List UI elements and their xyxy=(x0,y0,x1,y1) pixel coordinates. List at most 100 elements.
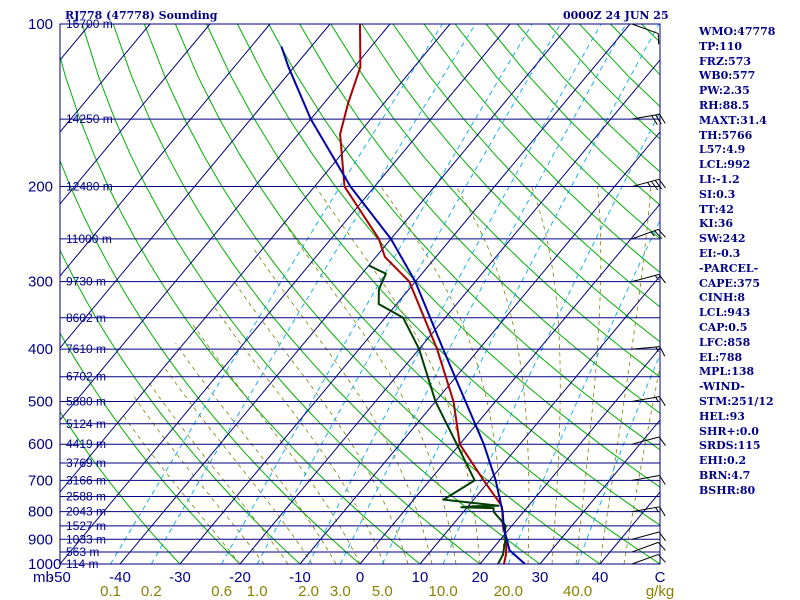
mixing-ratio-tick-label: 0.2 xyxy=(141,583,162,600)
mixing-ratio-tick-label: 3.0 xyxy=(330,583,351,600)
index-item: L57:4.9 xyxy=(699,143,746,157)
index-item: SHR+:0.0 xyxy=(699,424,759,438)
wind-barb xyxy=(631,541,666,553)
height-label: 5124 m xyxy=(66,417,106,431)
height-label: 16700 m xyxy=(66,17,113,31)
height-label: 4419 m xyxy=(66,437,106,451)
dry-adiabat xyxy=(206,24,660,526)
mixing-ratio-tick-label: 5.0 xyxy=(372,583,393,600)
index-item: CINH:8 xyxy=(699,291,746,305)
height-label: 1527 m xyxy=(66,519,106,533)
wind-barb xyxy=(631,436,666,446)
pressure-tick-label: 200 xyxy=(28,179,53,196)
sounding-time: 0000Z 24 JUN 25 xyxy=(563,9,669,22)
isotherm-lines xyxy=(0,24,660,564)
temperature-tick-label: 30 xyxy=(532,569,549,586)
height-label: 6702 m xyxy=(66,370,106,384)
isotherm-20 xyxy=(479,347,660,564)
index-item: BRN:4.7 xyxy=(699,468,751,482)
height-label: 2043 m xyxy=(66,505,106,519)
moist-adiabat xyxy=(133,396,265,564)
height-label: 1033 m xyxy=(66,532,106,546)
temperature-tick-label: -40 xyxy=(109,569,131,586)
height-label: 3166 m xyxy=(66,473,106,487)
index-item: -WIND- xyxy=(699,380,745,394)
index-item: WMO:47778 xyxy=(699,25,776,38)
temperature-tick-label: -30 xyxy=(169,569,191,586)
pressure-tick-label: 900 xyxy=(28,531,53,548)
wind-barb xyxy=(631,531,666,541)
moist-adiabat xyxy=(163,365,313,564)
index-item: LI:-1.2 xyxy=(699,172,740,186)
index-item: SW:242 xyxy=(699,232,746,246)
mixing-ratio-tick-label: 0.1 xyxy=(100,583,121,600)
temperature-tick-label: -20 xyxy=(229,569,251,586)
mixing-ratio-tick-label: 10.0 xyxy=(429,583,458,600)
pressure-tick-label: 1000 xyxy=(28,556,61,573)
index-item: TH:5766 xyxy=(699,128,753,142)
index-item: KI:36 xyxy=(699,217,734,231)
index-item: RH:88.5 xyxy=(699,98,750,112)
mixing-ratio-line xyxy=(339,24,627,564)
height-label: 8602 m xyxy=(66,311,106,325)
pressure-tick-label: 300 xyxy=(28,274,53,291)
isotherm--50 xyxy=(60,24,511,564)
mixing-ratio-tick-label: 2.0 xyxy=(298,583,319,600)
isotherm--30 xyxy=(179,24,631,564)
isotherm--110 xyxy=(60,24,151,133)
height-label: 11000 m xyxy=(66,232,112,246)
wind-barb xyxy=(631,228,666,240)
isotherm--100 xyxy=(60,24,211,205)
wind-barb xyxy=(631,23,660,45)
temperature-tick-label: 20 xyxy=(472,569,489,586)
dry-adiabat xyxy=(112,24,541,564)
plot-frame xyxy=(59,23,661,565)
adiabat-lines xyxy=(60,24,660,564)
isotherm--90 xyxy=(60,24,271,277)
temperature-tick-label: 40 xyxy=(592,569,609,586)
index-item: EHI:0.2 xyxy=(699,454,747,468)
height-label: 3769 m xyxy=(66,456,106,470)
index-item: EI:-0.3 xyxy=(699,246,741,260)
wind-barb xyxy=(631,113,666,126)
station-title: RJ778 (47778) Sounding xyxy=(65,9,218,22)
index-item: BSHR:80 xyxy=(699,483,756,497)
isobar-lines xyxy=(60,23,660,565)
index-item: HEL:93 xyxy=(699,409,745,423)
isotherm-0 xyxy=(359,203,660,564)
height-label: 114 m xyxy=(66,557,98,571)
isotherm--130 xyxy=(0,24,30,564)
temperature-tick-label: -10 xyxy=(289,569,311,586)
wind-barb xyxy=(631,346,666,357)
index-item: SRDS:115 xyxy=(699,439,761,453)
mixing-ratio-tick-label: 0.6 xyxy=(211,583,232,600)
wind-barb xyxy=(631,553,666,565)
mixing-ratio-lines xyxy=(110,24,660,564)
temperature-unit-label: C xyxy=(655,569,666,586)
dewpoint-profile xyxy=(368,264,507,564)
temperature-tick-label: 10 xyxy=(412,569,429,586)
temperature-tick-label: 0 xyxy=(356,569,364,586)
parcel-profile xyxy=(280,46,526,564)
height-label: 9730 m xyxy=(66,275,106,289)
wind-barb xyxy=(631,178,666,191)
index-item: MAXT:31.4 xyxy=(699,113,767,127)
temperature-profile xyxy=(339,24,508,564)
isotherm--40 xyxy=(119,24,571,564)
pressure-tick-label: 100 xyxy=(28,16,53,33)
wind-barb xyxy=(631,396,666,406)
moist-adiabat xyxy=(281,219,457,564)
index-item: MPL:138 xyxy=(699,365,755,379)
index-item: FRZ:573 xyxy=(699,54,752,68)
wind-barbs xyxy=(631,23,666,565)
index-item: -PARCEL- xyxy=(699,261,759,275)
mixing-ratio-tick-label: 1.0 xyxy=(247,583,268,600)
index-item: TP:110 xyxy=(699,39,743,53)
height-label: 563 m xyxy=(66,545,99,559)
height-label: 7610 m xyxy=(66,342,106,356)
height-label: 14250 m xyxy=(66,112,113,126)
moist-adiabat xyxy=(192,324,361,564)
sounding-profiles xyxy=(280,24,526,564)
